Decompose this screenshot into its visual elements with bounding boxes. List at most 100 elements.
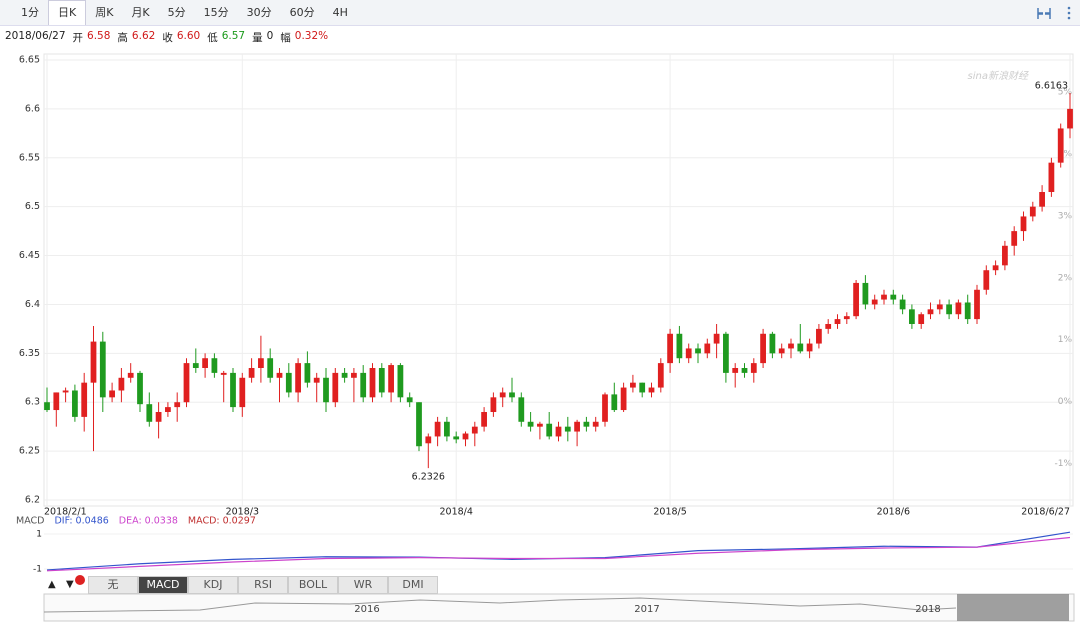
indicator-tabs: 无 MACD KDJ RSI BOLL WR DMI: [88, 576, 438, 594]
candle-body: [909, 309, 915, 324]
period-tab[interactable]: 周K: [95, 6, 114, 19]
candle-body: [127, 372, 134, 378]
navigator-year: 2018: [915, 604, 940, 615]
period-tab[interactable]: 4H: [332, 6, 348, 19]
macd-legend: DEA: 0.0338: [119, 516, 178, 527]
candle-body: [806, 343, 813, 352]
quote-value: 6.58: [87, 30, 111, 42]
indicator-tab[interactable]: WR: [338, 576, 388, 594]
candle-body: [741, 368, 748, 373]
menu-icon: [1067, 6, 1071, 20]
candle-body: [834, 319, 841, 324]
candle-body: [258, 358, 264, 368]
candle-body: [992, 265, 999, 271]
y-tick-label: 6.4: [25, 299, 40, 310]
candle-body: [760, 333, 766, 364]
candle-body: [406, 397, 413, 403]
period-tab[interactable]: 60分: [289, 6, 315, 19]
quote-value: 6.57: [221, 30, 246, 42]
candle-body: [378, 368, 385, 393]
y2-tick-label: 2%: [1058, 273, 1073, 283]
candle-body: [360, 372, 367, 398]
navigator-window: [957, 594, 1069, 621]
candle-body: [434, 421, 441, 437]
candle-body: [788, 343, 794, 349]
period-tab[interactable]: 30分: [246, 6, 272, 19]
candle-body: [109, 390, 115, 398]
badge: [75, 575, 85, 585]
plot-frame: [43, 53, 1074, 507]
navigator-year: 2017: [634, 604, 659, 615]
quote-value: 6.60: [176, 30, 201, 42]
candle-body: [983, 270, 990, 290]
candle-body: [825, 324, 832, 329]
watermark: sina新浪财经: [968, 70, 1029, 82]
y-tick-label: 6.35: [19, 348, 40, 359]
candle-body: [313, 377, 320, 383]
x-tick-label: 2018/3: [226, 507, 259, 518]
y-tick-label: 6.3: [25, 397, 40, 408]
period-tab[interactable]: 日K: [48, 0, 87, 25]
quote-label: 高: [117, 32, 128, 44]
indicator-tab[interactable]: KDJ: [188, 576, 238, 594]
candle-body: [964, 302, 971, 320]
period-tab[interactable]: 月K: [131, 6, 150, 19]
period-tab[interactable]: 15分: [203, 6, 229, 19]
candle-body: [890, 294, 897, 300]
down-arrow[interactable]: ▼: [66, 579, 74, 590]
period-tab[interactable]: 5分: [167, 6, 186, 19]
candle-body: [165, 407, 171, 412]
y2-tick-label: 1%: [1058, 335, 1073, 345]
candle-body: [72, 390, 78, 417]
candle-body: [453, 436, 460, 440]
candle-body: [1011, 231, 1018, 246]
candle-body: [899, 299, 906, 310]
macd-legend: MACD: [16, 516, 44, 527]
candle-body: [462, 433, 469, 440]
candle-body: [862, 282, 869, 305]
indicator-tab[interactable]: DMI: [388, 576, 438, 594]
indicator-tab[interactable]: 无: [88, 576, 138, 594]
candle-body: [546, 423, 553, 437]
candle-body: [471, 426, 478, 434]
period-tab[interactable]: 1分: [21, 6, 39, 19]
candle-body: [276, 372, 283, 378]
candle-body: [183, 363, 190, 403]
candle-body: [211, 358, 218, 373]
candle-body: [555, 426, 562, 437]
candle-body: [816, 328, 822, 344]
candle-body: [397, 365, 404, 398]
candle-body: [1057, 128, 1064, 163]
indicator-tab[interactable]: MACD: [138, 576, 188, 594]
candle-body: [1067, 108, 1073, 129]
candle-body: [388, 365, 394, 393]
candle-body: [295, 363, 301, 393]
quote-label: 开: [72, 32, 84, 44]
navigator-year: 2016: [354, 604, 379, 615]
macd-tick-label: 1: [36, 529, 42, 539]
y-tick-label: 6.65: [19, 55, 40, 66]
candle-body: [918, 314, 925, 324]
quote-label: 量: [252, 32, 263, 44]
navigator: [43, 593, 1075, 622]
y-tick-label: 6.6: [25, 103, 40, 114]
up-arrow[interactable]: ▲: [48, 579, 56, 590]
candle-body: [974, 289, 980, 320]
indicator-tab[interactable]: RSI: [238, 576, 288, 594]
candle-body: [602, 394, 608, 422]
candle-body: [630, 382, 636, 388]
candle-body: [323, 377, 329, 403]
date: 2018/06/27: [5, 30, 66, 42]
quote-label: 幅: [280, 32, 291, 44]
macd-legend: MACD: 0.0297: [188, 516, 256, 527]
y2-tick-label: 4%: [1058, 150, 1073, 160]
x-tick-label: 2018/6: [877, 507, 910, 518]
indicator-tab[interactable]: BOLL: [288, 576, 338, 594]
candle-body: [192, 363, 199, 368]
candle-body: [202, 358, 208, 368]
candle-body: [676, 333, 683, 359]
candle-body: [304, 363, 311, 383]
candle-body: [592, 421, 599, 427]
